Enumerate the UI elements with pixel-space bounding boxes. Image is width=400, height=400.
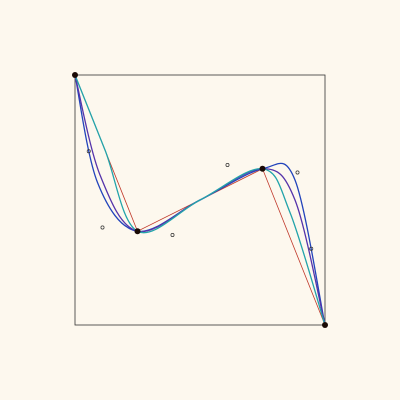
aux-point-2 — [100, 225, 105, 230]
control-points-group — [72, 72, 328, 328]
aux-points-group — [86, 149, 314, 251]
control-point-4 — [322, 322, 328, 328]
curve-teal — [74, 74, 326, 326]
aux-point-6 — [309, 246, 314, 251]
aux-point-5 — [295, 170, 300, 175]
curves-group — [74, 74, 326, 326]
aux-point-3 — [170, 233, 175, 237]
control-point-3 — [259, 165, 266, 172]
aux-point-1 — [86, 149, 91, 154]
aux-point-4 — [225, 163, 230, 167]
control-point-1 — [72, 72, 78, 78]
control-point-2 — [134, 228, 141, 235]
plot-frame — [74, 74, 326, 326]
